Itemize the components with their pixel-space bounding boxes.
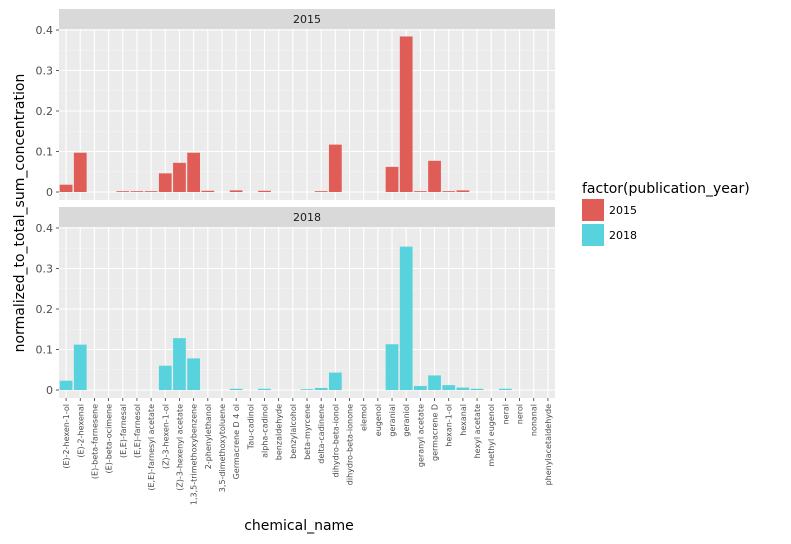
bar-2015-11: 2-phenylethanol: 0.003 [201,190,215,192]
x-tick-label: benzaldehyde [275,404,284,460]
x-axis-title: chemical_name [244,518,354,534]
x-tick-label: dihydro-beta-ionone [346,404,355,485]
y-tick-label: 0 [46,384,53,397]
y-tick-label: 0.4 [36,222,54,235]
bar-2018-28: hexan-1-ol: 0.012 [442,385,456,390]
bar-2015-2: (E)-2-hexenal: 0.097 [73,152,87,192]
bar-2015-28: hexan-1-ol: 0.002 [442,191,456,192]
x-tick-label: neral [501,404,510,424]
x-tick-label: hexyl acetate [473,404,482,458]
facet-strip [59,207,555,227]
panel-2018: 2018 0 0.1 0.2 0.3 0.4 (E)-2-hexen-1-ol: 0.023… [36,207,555,398]
bar-2015-25: geraniol: 0.384 [399,36,413,193]
bar-2015-29: hexanal: 0.004 [456,190,470,192]
bar-2018-26: geranyl acetate: 0.01 [413,385,427,390]
bar-2015-10: 1,3,5-trimethoxybenzene: 0.097 [187,152,201,192]
x-tick-label: Tau-cadinol [246,404,255,450]
y-tick-label: 0 [46,186,53,199]
x-tick-label: 3,5-dimethoxytoluene [218,404,227,492]
x-tick-label: geranyl acetate [416,404,425,467]
x-tick-label: (E)-2-hexenal [76,404,85,458]
bar-2018-19: delta-cadinene: 0.005 [314,387,328,390]
y-tick-label: 0.1 [36,344,54,357]
bar-2018-1: (E)-2-hexen-1-ol: 0.023 [59,380,73,390]
x-tick-label: 1,3,5-trimethoxybenzene [190,404,199,505]
bar-2015-24: geranial: 0.062 [385,166,399,192]
bar-2015-13: Germacrene D 4 ol: 0.004 [229,190,243,192]
y-axis-title: normalized_to_total_sum_concentration [12,74,28,353]
bar-2015-1: (E)-2-hexen-1-ol: 0.018 [59,184,73,192]
x-tick-label: methyl eugenol [487,404,496,467]
bar-2015-7: (E,E)-farnesyl acetate: 0.001 [144,191,158,192]
x-tick-label: dihydro-beta-ionol [331,404,340,477]
x-tick-label: 2-phenylethanol [204,404,213,469]
x-tick-label: (Z)-3-hexen-1-ol [161,404,170,469]
x-tick-label: (E)-beta-farnesene [90,404,99,479]
bar-2015-5: (E,E)-farnesal: 0.001 [116,191,130,192]
bar-2018-32: neral: 0.003 [499,388,512,390]
bar-2015-6: (E,E)-farnesol: 0.001 [130,191,144,192]
bar-2018-9: (Z)-3-hexenyl acetate: 0.128 [173,338,186,390]
x-tick-label: geraniol [402,404,411,437]
y-tick-label: 0.2 [36,105,54,118]
x-tick-label: geranial [388,404,397,437]
legend-title: factor(publication_year) [582,181,750,197]
x-tick-label: elemol [360,404,369,431]
x-tick-label: (E)-beta-ocimene [105,404,114,474]
y-tick-label: 0.4 [36,24,54,37]
panel-2015: 2015 0 0.1 0.2 0.3 0.4 (E)-2-hexen-1-ol: 0.018… [36,9,555,200]
x-tick-label: delta-cadinene [317,404,326,464]
legend-label-2018: 2018 [609,229,637,242]
legend-label-2015: 2015 [609,204,637,217]
bar-2018-15: alpha-cadinol: 0.003 [258,388,271,390]
bar-2015-8: (Z)-3-hexen-1-ol: 0.046 [158,173,172,192]
x-tick-label: (Z)-3-hexenyl acetate [175,404,184,491]
y-tick-label: 0.3 [36,65,54,78]
legend-key-2015 [582,199,604,221]
bar-2018-18: beta-myrcene: 0.002 [300,389,314,390]
bar-2015-9: (Z)-3-hexenyl acetate: 0.072 [173,162,186,192]
x-tick-label: Germacrene D 4 ol [232,404,241,479]
x-tick-label: phenylacetaldehyde [544,404,553,485]
x-tick-labels: (E)-2-hexen-1-ol (E)-2-hexenal (E)-beta-fa… [62,398,553,505]
x-tick-label: (E)-2-hexen-1-ol [62,404,71,469]
bar-2018-24: geranial: 0.113 [385,344,399,390]
bar-2018-10: 1,3,5-trimethoxybenzene: 0.078 [187,358,201,390]
bar-2018-8: (Z)-3-hexen-1-ol: 0.06 [158,365,172,390]
bar-2015-20: dihydro-beta-ionol: 0.117 [328,144,342,192]
bar-2018-20: dihydro-beta-ionol: 0.043 [328,372,342,390]
y-tick-label: 0.2 [36,303,54,316]
x-tick-label: (E,E)-farnesyl acetate [147,404,156,491]
x-tick-label: eugenol [374,404,383,436]
bar-2015-26: geranyl acetate: 0.002 [413,191,427,192]
facet-strip-label: 2015 [293,13,321,26]
bar-2015-19: delta-cadinene: 0.002 [314,191,328,192]
bar-2018-25: geraniol: 0.354 [399,246,413,390]
facet-strip-label: 2018 [293,211,321,224]
bar-2018-2: (E)-2-hexenal: 0.112 [73,344,87,390]
x-tick-label: (E,E)-farnesol [133,404,142,458]
x-tick-label: (E,E)-farnesal [119,404,128,458]
bar-2015-15: alpha-cadinol: 0.003 [258,190,271,192]
x-tick-label: nerol [516,404,525,424]
bar-2018-27: germacrene D: 0.036 [428,375,441,390]
bar-2018-30: hexyl acetate: 0.003 [470,388,484,390]
x-tick-label: alpha-cadinol [260,404,269,458]
legend: factor(publication_year) 2015 2018 [582,181,750,246]
facet-strip [59,9,555,29]
y-tick-label: 0.3 [36,263,54,276]
legend-key-2018 [582,224,604,246]
x-tick-label: beta-myrcene [303,404,312,460]
chart-panels: 2015 0 0.1 0.2 0.3 0.4 (E)-2-hexen-1-ol: 0.018… [36,9,555,398]
x-tick-label: hexan-1-ol [445,404,454,447]
x-tick-label: hexanal [459,404,468,436]
bar-2018-29: hexanal: 0.006 [456,387,470,390]
bar-2018-13: Germacrene D 4 ol: 0.003 [229,388,243,390]
x-tick-label: nonanal [530,404,539,436]
x-tick-label: benzylalcohol [289,404,298,459]
y-tick-label: 0.1 [36,146,54,159]
bar-2015-27: germacrene D: 0.077 [428,160,441,192]
x-tick-label: germacrene D [431,404,440,461]
